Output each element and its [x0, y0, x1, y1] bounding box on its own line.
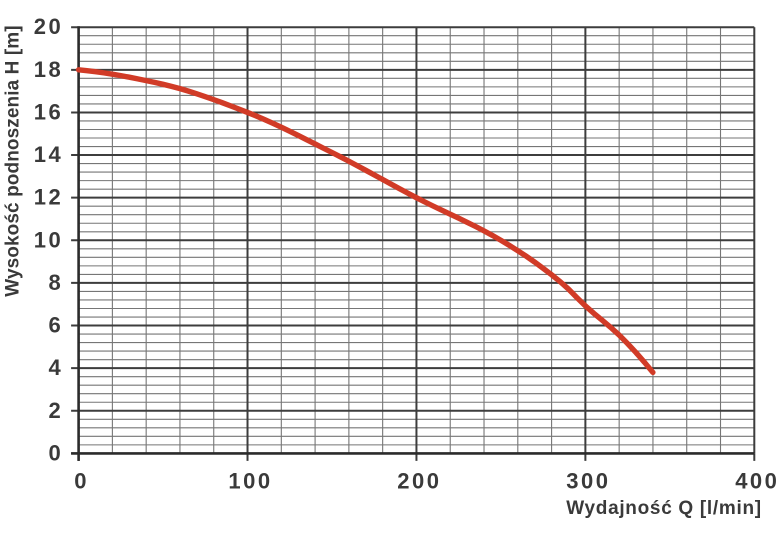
svg-text:0: 0 — [74, 469, 89, 494]
svg-text:12: 12 — [34, 185, 63, 210]
svg-text:2: 2 — [48, 398, 63, 423]
svg-text:100: 100 — [228, 469, 272, 494]
svg-text:6: 6 — [48, 313, 63, 338]
svg-text:Wydajność Q [l/min]: Wydajność Q [l/min] — [566, 498, 762, 519]
svg-text:Wysokość podnoszenia H [m]: Wysokość podnoszenia H [m] — [3, 25, 24, 296]
svg-text:200: 200 — [397, 469, 441, 494]
svg-text:14: 14 — [34, 142, 63, 167]
svg-text:8: 8 — [48, 270, 63, 295]
svg-text:4: 4 — [48, 355, 63, 380]
svg-text:16: 16 — [34, 99, 63, 124]
svg-text:20: 20 — [34, 14, 63, 39]
svg-text:10: 10 — [34, 227, 63, 252]
svg-text:0: 0 — [48, 440, 63, 465]
svg-text:400: 400 — [735, 469, 779, 494]
svg-text:18: 18 — [34, 57, 63, 82]
svg-text:300: 300 — [566, 469, 610, 494]
